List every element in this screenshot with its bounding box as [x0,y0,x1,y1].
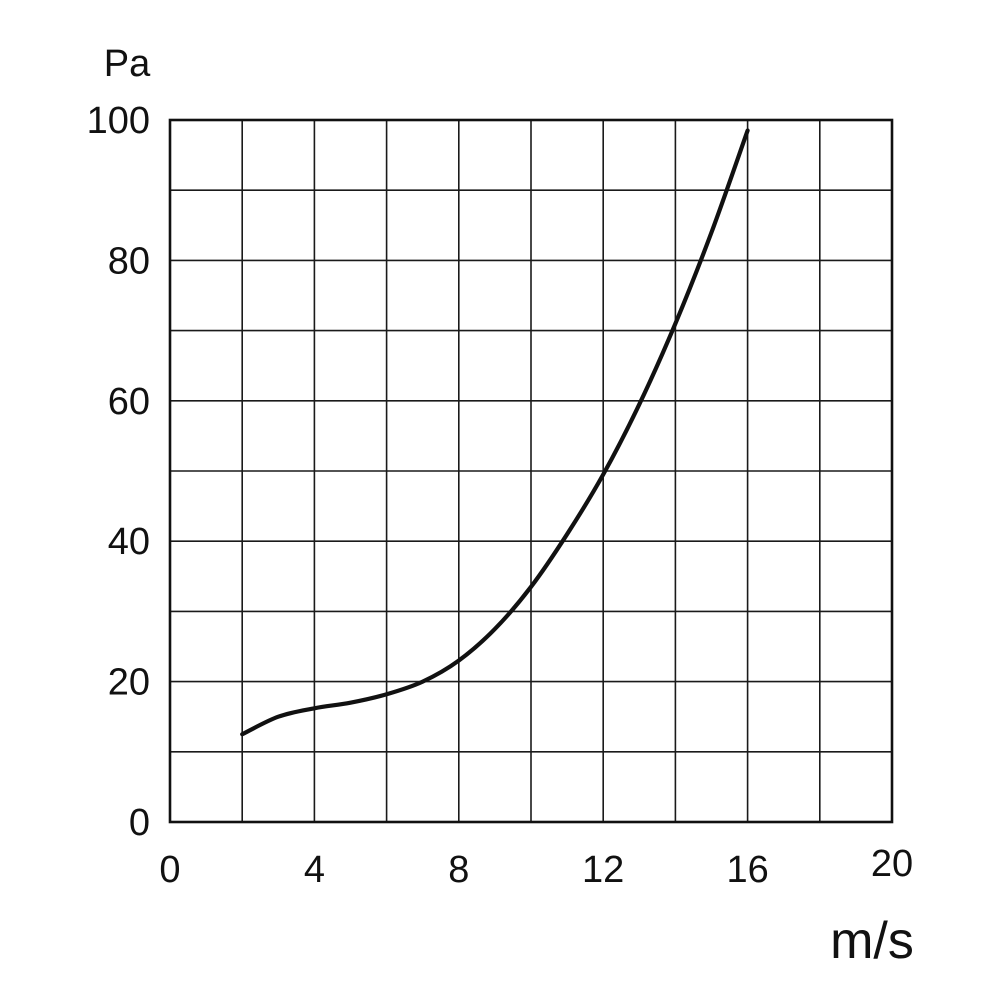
x-tick-label-4: 16 [726,849,768,891]
y-tick-labels: 0 20 40 60 80 100 [87,100,150,844]
plot-border [168,118,894,824]
plot-frame [168,118,894,824]
x-tick-labels: 0 4 8 12 16 20 [159,843,913,891]
y-tick-label-5: 100 [87,100,150,142]
series-layer [240,128,750,737]
x-tick-label-1: 4 [304,849,325,891]
x-tick-label-0: 0 [159,849,180,891]
x-axis-label: m/s [830,912,914,970]
y-tick-label-3: 60 [108,381,150,423]
y-tick-label-4: 80 [108,240,150,282]
x-tick-label-5: 20 [871,843,913,885]
y-tick-label-2: 40 [108,521,150,563]
y-tick-label-0: 0 [129,802,150,844]
y-tick-label-1: 20 [108,662,150,704]
series-line-0 [240,128,750,737]
y-axis-label: Pa [104,43,151,85]
x-tick-label-3: 12 [582,849,624,891]
x-tick-label-2: 8 [448,849,469,891]
